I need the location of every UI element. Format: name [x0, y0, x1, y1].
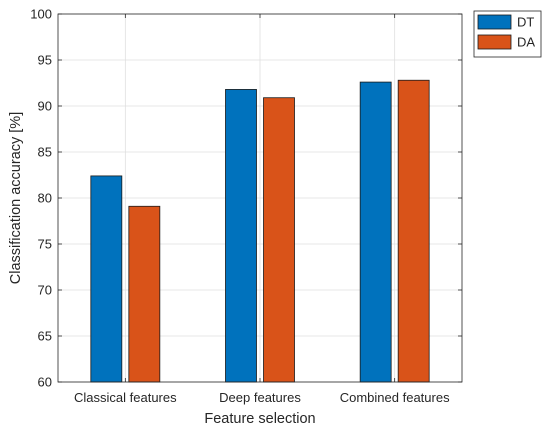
- legend-label-dt: DT: [517, 15, 534, 30]
- axis-ticks: [58, 13, 462, 383]
- bar-dt-deep-features: [225, 89, 257, 383]
- y-tick-label: 80: [38, 191, 52, 206]
- legend-swatch-da: [477, 34, 512, 50]
- y-tick-label: 65: [38, 329, 52, 344]
- legend-label-da: DA: [517, 35, 535, 50]
- bar-dt-classical-features: [90, 175, 123, 383]
- bar-da-deep-features: [263, 97, 295, 383]
- x-axis-label: Feature selection: [204, 411, 315, 427]
- bar-series: [90, 79, 430, 383]
- x-tick-label: Classical features: [74, 390, 177, 405]
- y-tick-label: 70: [38, 283, 52, 298]
- x-tick-label: Combined features: [340, 390, 450, 405]
- legend-swatch-dt: [477, 14, 512, 30]
- legend[interactable]: DT DA: [473, 10, 542, 58]
- y-tick-label: 85: [38, 145, 52, 160]
- y-tick-label: 100: [30, 7, 52, 22]
- y-axis-tick-labels: 60 65 70 75 80 85 90 95 100: [30, 7, 52, 390]
- bar-da-combined-features: [397, 79, 430, 383]
- y-tick-label: 90: [38, 99, 52, 114]
- y-axis-label: Classification accuracy [%]: [8, 112, 24, 284]
- bar-dt-combined-features: [359, 81, 392, 383]
- x-axis-tick-labels: Classical features Deep features Combined …: [74, 390, 450, 405]
- y-tick-label: 60: [38, 375, 52, 390]
- y-tick-label: 75: [38, 237, 52, 252]
- y-tick-label: 95: [38, 53, 52, 68]
- x-tick-label: Deep features: [219, 390, 301, 405]
- bar-da-classical-features: [128, 205, 161, 383]
